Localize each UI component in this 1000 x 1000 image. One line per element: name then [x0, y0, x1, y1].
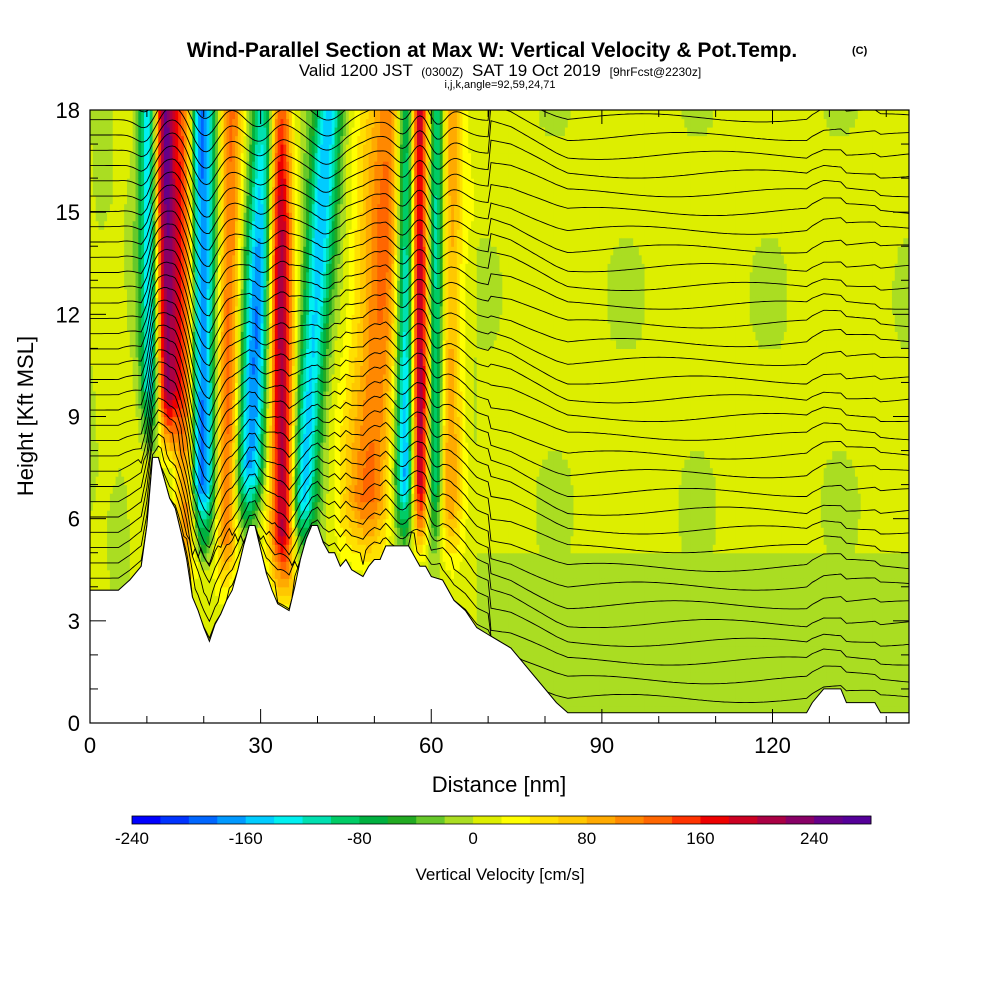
colorbar-swatch: [700, 816, 730, 824]
colorbar-swatch: [444, 816, 474, 824]
colorbar-tick-label: -240: [115, 829, 149, 848]
y-tick-label: 18: [56, 98, 80, 123]
colorbar-swatch: [302, 816, 332, 824]
y-axis-label: Height [Kft MSL]: [13, 336, 38, 496]
colorbar-swatch: [473, 816, 502, 824]
colorbar-tick-label: 240: [800, 829, 828, 848]
colorbar-swatch: [217, 816, 247, 824]
y-tick-label: 12: [56, 302, 80, 327]
colorbar-swatch: [160, 816, 190, 824]
colorbar-swatch: [785, 816, 815, 824]
colorbar-swatch: [586, 816, 616, 824]
colorbar-tick-label: -80: [347, 829, 372, 848]
colorbar-swatch: [814, 816, 843, 824]
y-tick-label: 3: [68, 609, 80, 634]
colorbar-swatch: [387, 816, 417, 824]
colorbar-swatch: [672, 816, 701, 824]
subtitle-date: SAT 19 Oct 2019: [472, 61, 601, 80]
y-tick-label: 0: [68, 711, 80, 736]
y-tick-label: 15: [56, 200, 80, 225]
colorbar-swatch: [416, 816, 446, 824]
y-tick-label: 9: [68, 405, 80, 430]
colorbar-swatch: [842, 816, 872, 824]
colorbar-swatch: [330, 816, 360, 824]
x-tick-label: 120: [754, 733, 791, 758]
colorbar-swatch: [757, 816, 787, 824]
colorbar-tick-label: 160: [686, 829, 714, 848]
x-tick-label: 0: [84, 733, 96, 758]
colorbar-swatch: [245, 816, 275, 824]
colorbar-swatch: [643, 816, 673, 824]
colorbar-tick-label: -160: [229, 829, 263, 848]
colorbar-swatch: [501, 816, 531, 824]
colorbar-swatch: [615, 816, 645, 824]
theta-contours: [90, 110, 909, 704]
colorbar-swatch: [359, 816, 389, 824]
subtitle-utc: (0300Z): [421, 65, 463, 79]
colorbar-tick-label: 80: [577, 829, 596, 848]
subtitle-fcst: [9hrFcst@2230z]: [610, 65, 702, 79]
x-tick-label: 30: [248, 733, 272, 758]
chart-subtitle: Valid 1200 JST (0300Z) SAT 19 Oct 2019 […: [299, 61, 701, 80]
colorbar-tick-label: 0: [468, 829, 477, 848]
colorbar-swatch: [132, 816, 161, 824]
colorbar: -240 -160 -80 0 80 160 240: [115, 815, 872, 848]
x-tick-label: 60: [419, 733, 443, 758]
chart-subtitle-grid: i,j,k,angle=92,59,24,71: [444, 79, 555, 91]
colorbar-swatch: [558, 816, 588, 824]
chart-title-mark: (C): [852, 45, 868, 57]
colorbar-swatch: [188, 816, 218, 824]
colorbar-swatch: [529, 816, 559, 824]
x-tick-label: 90: [590, 733, 614, 758]
x-axis-label: Distance [nm]: [432, 772, 567, 797]
colorbar-title: Vertical Velocity [cm/s]: [415, 865, 584, 884]
colorbar-swatch: [274, 816, 303, 824]
axis-ticks: 0 30 60 90 120 0 3 6 9 12 15 18: [56, 98, 909, 758]
colorbar-swatch: [728, 816, 758, 824]
subtitle-valid: Valid 1200 JST: [299, 61, 413, 80]
chart-title: Wind-Parallel Section at Max W: Vertical…: [187, 39, 798, 62]
y-tick-label: 6: [68, 507, 80, 532]
